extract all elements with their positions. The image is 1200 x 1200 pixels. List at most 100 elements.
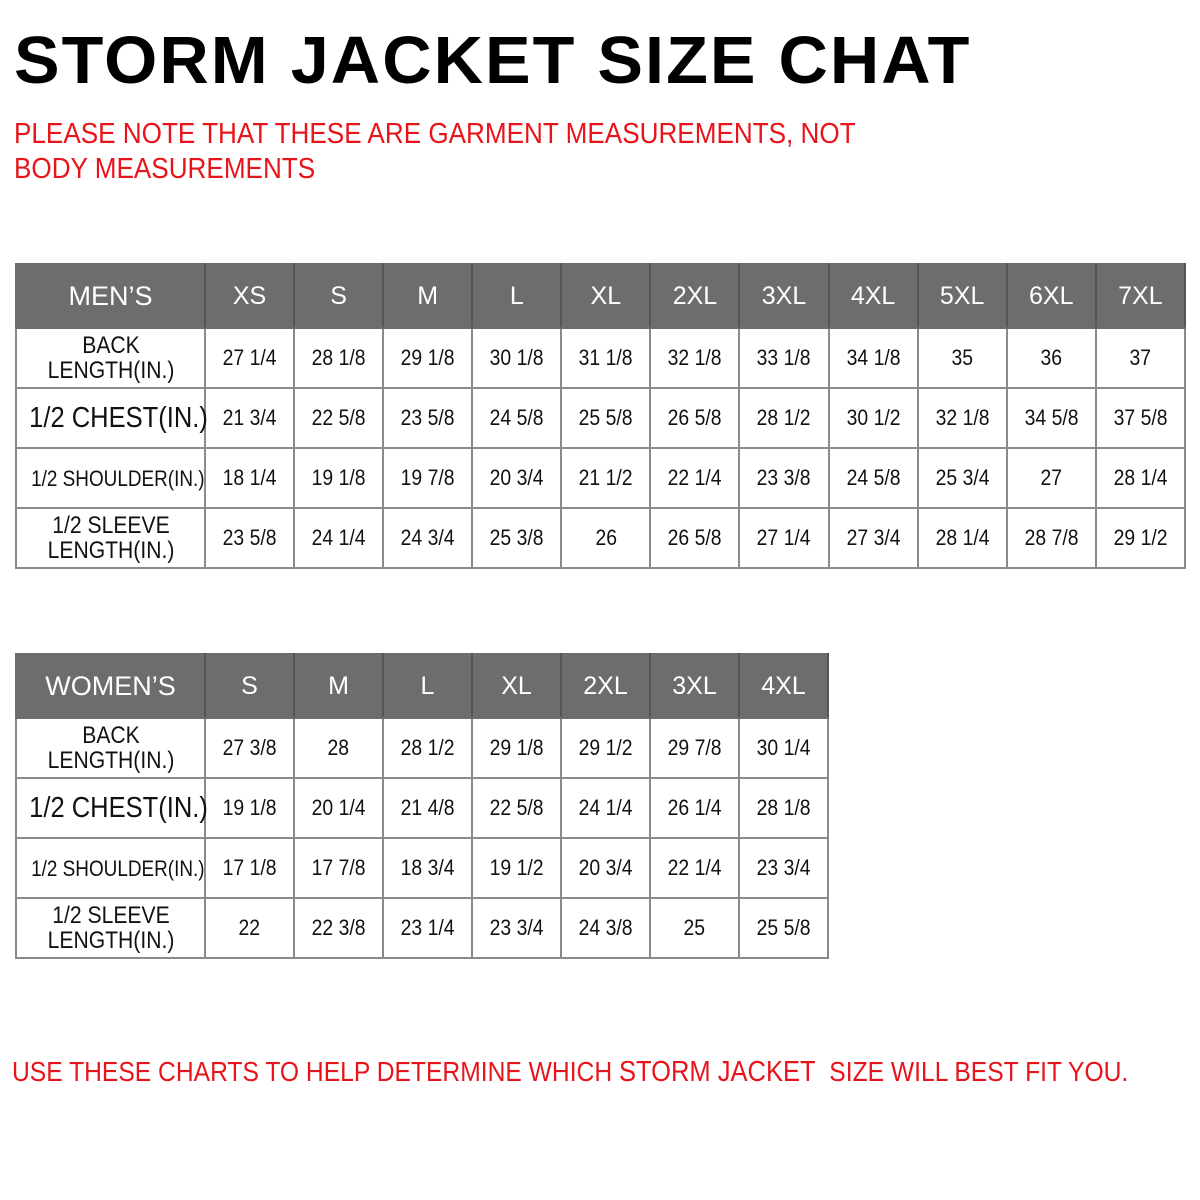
measurement-value: 28 1/2 — [400, 735, 455, 760]
size-header: 6XL — [1005, 263, 1097, 329]
measurement-value: 27 3/4 — [846, 525, 901, 550]
measurement-value: 20 3/4 — [578, 855, 633, 880]
row-label-text: 1/2 SHOULDER(IN.) — [31, 465, 205, 491]
measurement-cell: 29 1/2 — [1094, 507, 1187, 569]
measurement-value: 33 1/8 — [757, 345, 811, 370]
measurement-cell: 28 7/8 — [1005, 507, 1097, 569]
measurement-value: 25 5/8 — [578, 405, 633, 430]
measurement-value: 19 7/8 — [400, 465, 455, 490]
measurement-value: 28 7/8 — [1024, 525, 1079, 550]
measurement-cell: 25 5/8 — [738, 897, 829, 959]
measurement-cell: 34 1/8 — [827, 327, 919, 389]
measurement-cell: 25 3/8 — [471, 507, 563, 569]
measurement-cell: 26 5/8 — [649, 387, 741, 449]
measurement-cell: 21 4/8 — [382, 777, 473, 839]
measurement-cell: 29 1/2 — [560, 717, 651, 779]
measurement-value: 32 1/8 — [668, 345, 722, 370]
measurement-value: 26 5/8 — [668, 525, 722, 550]
measurement-cell: 37 5/8 — [1094, 387, 1187, 449]
measurement-value: 23 5/8 — [222, 525, 277, 550]
measurement-cell: 24 5/8 — [827, 447, 919, 509]
size-header: 3XL — [649, 653, 740, 719]
measurement-cell: 29 7/8 — [649, 717, 740, 779]
measurement-value: 27 — [1040, 465, 1063, 490]
table-row: 1/2 CHEST(IN.) 19 1/8 20 1/4 21 4/8 22 5/8 24… — [15, 777, 829, 839]
size-header: 4XL — [738, 653, 829, 719]
measurement-cell: 29 1/8 — [471, 717, 562, 779]
page-title: STORM JACKET SIZE CHAT — [14, 23, 972, 98]
table-row: 1/2 SLEEVE LENGTH(IN.) 22 22 3/8 23 1/4 23 3… — [15, 897, 829, 959]
measurement-cell: 23 3/4 — [471, 897, 562, 959]
measurement-value: 22 5/8 — [489, 795, 544, 820]
measurement-value: 24 5/8 — [846, 465, 901, 490]
measurement-cell: 17 7/8 — [293, 837, 384, 899]
garment-measurement-note: PLEASE NOTE THAT THESE ARE GARMENT MEASU… — [14, 118, 856, 185]
measurement-cell: 27 — [1005, 447, 1097, 509]
measurement-cell: 24 1/4 — [560, 777, 651, 839]
size-header: L — [382, 653, 473, 719]
measurement-cell: 28 1/2 — [738, 387, 830, 449]
measurement-cell: 18 3/4 — [382, 837, 473, 899]
measurement-value: 23 5/8 — [400, 405, 455, 430]
measurement-value: 24 3/4 — [400, 525, 455, 550]
size-header: 3XL — [738, 263, 830, 329]
measurement-cell: 22 5/8 — [471, 777, 562, 839]
measurement-cell: 27 3/8 — [204, 717, 295, 779]
row-label: 1/2 SLEEVE LENGTH(IN.) — [15, 507, 206, 569]
measurement-cell: 30 1/8 — [471, 327, 563, 389]
measurement-value: 25 3/4 — [935, 465, 990, 490]
header-row: MEN’S XS S M L XL 2XL 3XL 4XL 5XL 6XL 7XL — [15, 263, 1187, 329]
footer-text-before: USE THESE CHARTS TO HELP DETERMINE WHICH — [12, 1056, 619, 1087]
measurement-cell: 28 1/8 — [293, 327, 385, 389]
measurement-cell: 26 1/4 — [649, 777, 740, 839]
measurement-value: 27 3/8 — [222, 735, 277, 760]
size-header: S — [293, 263, 385, 329]
measurement-cell: 19 7/8 — [382, 447, 474, 509]
row-label: 1/2 CHEST(IN.) — [15, 777, 208, 839]
measurement-value: 29 1/8 — [489, 735, 544, 760]
measurement-cell: 28 1/8 — [738, 777, 829, 839]
size-header: L — [471, 263, 563, 329]
footer-note: USE THESE CHARTS TO HELP DETERMINE WHICH… — [12, 1056, 1128, 1089]
size-header: 7XL — [1094, 263, 1187, 329]
measurement-cell: 33 1/8 — [738, 327, 830, 389]
measurement-value: 26 5/8 — [668, 405, 722, 430]
measurement-cell: 19 1/8 — [293, 447, 385, 509]
row-label: BACK LENGTH(IN.) — [15, 327, 206, 389]
measurement-cell: 20 3/4 — [471, 447, 563, 509]
measurement-cell: 27 1/4 — [203, 327, 296, 389]
measurement-value: 23 3/4 — [756, 855, 811, 880]
measurement-cell: 29 1/8 — [382, 327, 474, 389]
measurement-value: 28 1/2 — [757, 405, 811, 430]
measurement-cell: 22 1/4 — [649, 837, 740, 899]
row-label-text: 1/2 SLEEVE LENGTH(IN.) — [47, 512, 175, 564]
measurement-cell: 28 1/2 — [382, 717, 473, 779]
measurement-value: 29 1/8 — [400, 345, 455, 370]
measurement-cell: 34 5/8 — [1005, 387, 1097, 449]
measurement-cell: 24 3/4 — [382, 507, 474, 569]
measurement-cell: 20 1/4 — [293, 777, 384, 839]
size-header: 4XL — [827, 263, 919, 329]
measurement-value: 18 1/4 — [222, 465, 277, 490]
measurement-cell: 19 1/8 — [204, 777, 295, 839]
measurement-value: 30 1/2 — [846, 405, 901, 430]
size-header: S — [204, 653, 295, 719]
measurement-value: 26 1/4 — [667, 795, 722, 820]
measurement-cell: 22 — [204, 897, 295, 959]
row-label-text: 1/2 CHEST(IN.) — [29, 401, 208, 434]
header-row: WOMEN’S S M L XL 2XL 3XL 4XL — [15, 653, 829, 719]
table-row: 1/2 SLEEVE LENGTH(IN.) 23 5/8 24 1/4 24 3/4… — [15, 507, 1187, 569]
row-label-text: 1/2 SLEEVE LENGTH(IN.) — [47, 902, 175, 954]
measurement-cell: 23 3/4 — [738, 837, 829, 899]
measurement-value: 34 5/8 — [1024, 405, 1079, 430]
measurement-cell: 25 3/4 — [916, 447, 1008, 509]
measurement-value: 20 3/4 — [489, 465, 544, 490]
mens-size-table: MEN’S XS S M L XL 2XL 3XL 4XL 5XL 6XL 7XL BACK LENGT… — [15, 263, 1187, 569]
row-label: 1/2 CHEST(IN.) — [15, 387, 208, 449]
measurement-value: 25 5/8 — [756, 915, 811, 940]
measurement-cell: 21 3/4 — [203, 387, 296, 449]
measurement-cell: 28 1/4 — [916, 507, 1008, 569]
size-header: 2XL — [560, 653, 651, 719]
measurement-cell: 26 5/8 — [649, 507, 741, 569]
row-label: 1/2 SLEEVE LENGTH(IN.) — [15, 897, 206, 959]
